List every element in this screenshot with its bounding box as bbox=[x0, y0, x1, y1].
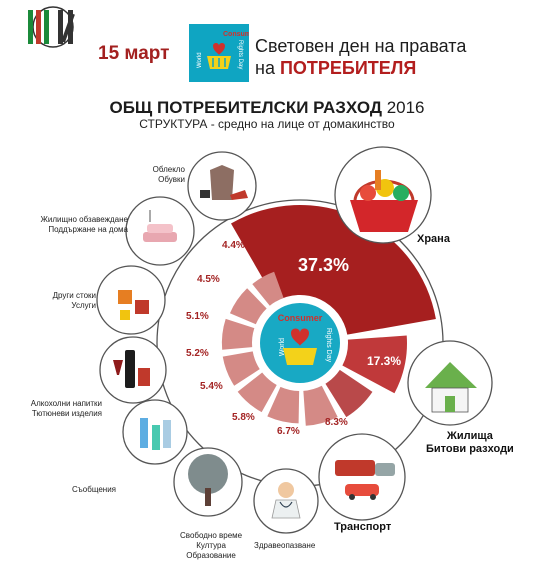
event-date: 15 март bbox=[98, 43, 170, 64]
icon-transport bbox=[318, 433, 406, 521]
center-line-consumer: Consumer bbox=[278, 313, 323, 323]
bar-transport bbox=[325, 369, 373, 418]
icon-alcohol bbox=[99, 336, 167, 404]
badge-line-world: World bbox=[197, 52, 203, 68]
category-label-leisure: Свободно време Култура Образование bbox=[180, 531, 243, 560]
nsi-logo bbox=[28, 6, 75, 48]
value-label-alcohol: 5.2% bbox=[186, 348, 209, 359]
value-label-food: 37.3% bbox=[298, 255, 350, 275]
bar-housing bbox=[342, 335, 407, 394]
center-line-world: World bbox=[279, 338, 286, 356]
bar-leisure bbox=[267, 386, 300, 424]
category-label-transport: Транспорт bbox=[334, 521, 392, 533]
category-icons bbox=[96, 146, 493, 534]
category-label-food: Храна bbox=[417, 233, 450, 245]
bar-clothing bbox=[252, 271, 284, 306]
value-label-comm: 5.4% bbox=[200, 381, 223, 392]
value-label-transport: 8.3% bbox=[325, 417, 348, 428]
headline-line2: на ПОТРЕБИТЕЛЯ bbox=[255, 58, 416, 79]
bar-health bbox=[303, 385, 338, 426]
icon-housing bbox=[407, 340, 493, 426]
bar-alcohol bbox=[222, 351, 260, 386]
category-label-comm: Съобщения bbox=[72, 485, 116, 494]
badge-line-rights-day: Rights Day bbox=[237, 40, 243, 69]
icon-furnish bbox=[125, 196, 195, 266]
category-label-other: Други стоки Услуги bbox=[52, 291, 96, 310]
icon-food bbox=[334, 146, 432, 244]
value-label-clothing: 4.4% bbox=[222, 240, 245, 251]
value-label-health: 6.7% bbox=[277, 426, 300, 437]
category-label-health: Здравеопазване bbox=[254, 541, 316, 550]
chart-subtitle: СТРУКТУРА - средно на лице от домакинств… bbox=[139, 117, 395, 131]
icon-health bbox=[253, 468, 319, 534]
title-year: 2016 bbox=[386, 98, 425, 117]
badge-line-consumer: Consumer bbox=[223, 31, 249, 38]
bar-furnish bbox=[229, 288, 267, 325]
value-label-furnish: 4.5% bbox=[197, 274, 220, 285]
icon-clothing bbox=[187, 151, 257, 221]
bar-other bbox=[221, 318, 255, 350]
basket-icon bbox=[283, 348, 317, 365]
value-label-housing: 17.3% bbox=[367, 354, 402, 368]
icon-comm bbox=[122, 399, 188, 465]
category-label-clothing: Облекло Обувки bbox=[152, 165, 185, 184]
title-bold: ОБЩ ПОТРЕБИТЕЛСКИ РАЗХОД bbox=[109, 98, 382, 117]
center-badge: Consumer World Rights Day bbox=[260, 303, 340, 383]
headline-prefix: на bbox=[255, 58, 275, 78]
chart-title: ОБЩ ПОТРЕБИТЕЛСКИ РАЗХОД 2016 bbox=[0, 98, 534, 118]
consumer-rights-badge: Consumer World Rights Day bbox=[189, 24, 258, 82]
icon-other bbox=[96, 265, 166, 335]
bar-comm bbox=[237, 372, 277, 413]
value-label-other: 5.1% bbox=[186, 311, 209, 322]
value-label-leisure: 5.8% bbox=[232, 412, 255, 423]
category-label-housing: Жилища Битови разходи bbox=[426, 430, 514, 455]
icon-leisure bbox=[173, 447, 243, 517]
headline-emphasis: ПОТРЕБИТЕЛЯ bbox=[279, 58, 417, 78]
category-label-alcohol: Алкохолни напитки Тютюневи изделия bbox=[30, 399, 102, 418]
center-line-rights-day: Rights Day bbox=[325, 328, 332, 363]
heart-icon bbox=[291, 328, 309, 346]
headline-line1: Световен ден на правата bbox=[255, 36, 467, 56]
category-label-furnish: Жилищно обзавеждане Поддържане на дома bbox=[40, 215, 129, 234]
basket-heart-icon: Consumer World Rights Day bbox=[197, 31, 258, 69]
